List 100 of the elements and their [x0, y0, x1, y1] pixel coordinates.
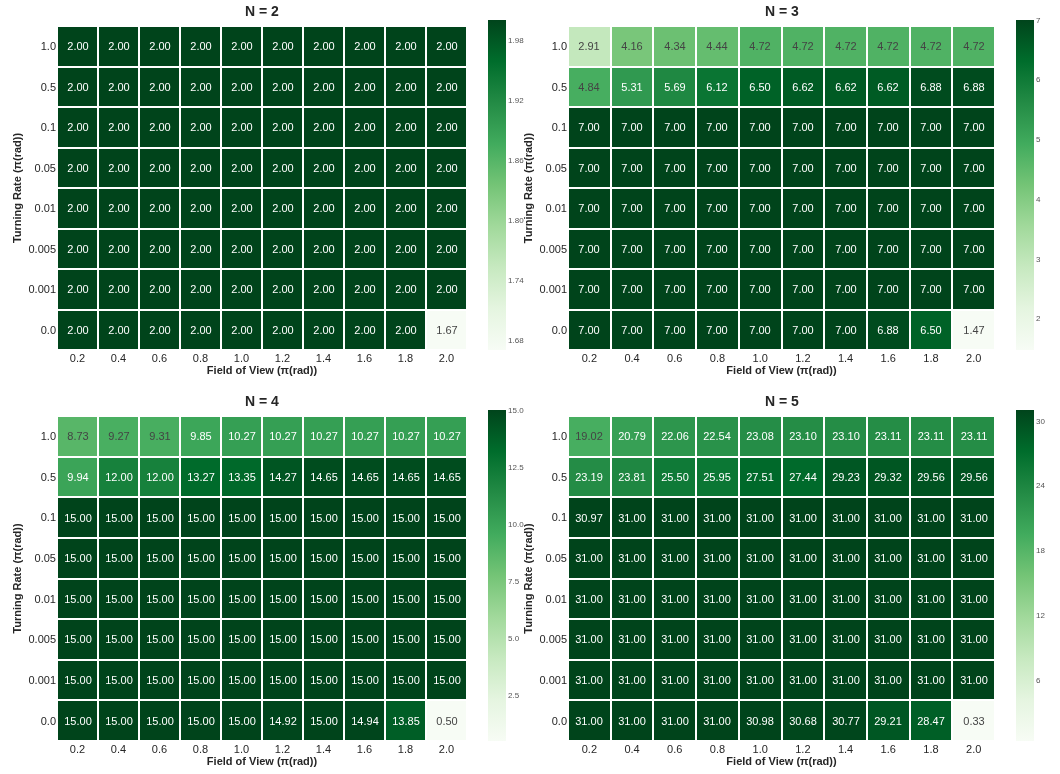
- data-label: 31.00: [618, 632, 646, 645]
- data-label: 5.31: [621, 80, 643, 93]
- data-label: 22.54: [703, 429, 731, 442]
- x-tick-label: 1.0: [752, 743, 768, 755]
- data-label: 10.27: [310, 429, 338, 442]
- data-label: 23.11: [960, 429, 988, 442]
- data-label: 31.00: [703, 673, 731, 686]
- data-label: 7.00: [877, 282, 899, 295]
- color-bar-label: 1.98: [508, 35, 525, 45]
- x-tick-label: 1.8: [923, 743, 939, 755]
- data-label: 7.00: [578, 161, 600, 174]
- color-bar-label: 5: [1036, 135, 1042, 145]
- data-label: 29.21: [874, 714, 902, 727]
- data-label: 2.00: [190, 39, 212, 52]
- data-label: 15.00: [351, 673, 379, 686]
- data-label: 31.00: [703, 551, 731, 564]
- data-label: 31.00: [746, 592, 774, 605]
- x-tick-label: 0.2: [69, 743, 86, 755]
- data-label: 30.98: [746, 714, 774, 727]
- data-label: 31.00: [917, 673, 945, 686]
- y-tick-label: 0.01: [34, 592, 56, 605]
- data-label: 31.00: [960, 632, 988, 645]
- data-label: 31.00: [661, 632, 689, 645]
- data-label: 2.00: [313, 161, 335, 174]
- color-bar-label: 12.5: [508, 462, 525, 472]
- data-label: 31.00: [874, 592, 902, 605]
- data-label: 6.62: [877, 80, 899, 93]
- data-label: 15.00: [146, 714, 174, 727]
- data-label: 4.16: [621, 39, 643, 52]
- data-label: 2.00: [149, 323, 171, 336]
- data-label: 7.00: [664, 201, 686, 214]
- data-label: 8.73: [67, 429, 89, 442]
- data-label: 30.97: [575, 511, 603, 524]
- data-label: 15.00: [269, 592, 297, 605]
- data-label: 31.00: [618, 551, 646, 564]
- data-label: 7.00: [835, 242, 857, 255]
- data-label: 31.00: [746, 551, 774, 564]
- chart-title: N = 2: [245, 3, 280, 19]
- data-label: 9.27: [108, 429, 130, 442]
- data-label: 2.00: [354, 242, 376, 255]
- y-tick-label: 0.5: [40, 80, 56, 93]
- data-label: 6.62: [792, 80, 814, 93]
- data-label: 15.00: [64, 592, 92, 605]
- data-label: 4.72: [749, 39, 771, 52]
- data-label: 2.00: [395, 282, 417, 295]
- data-label: 7.00: [835, 161, 857, 174]
- color-bar-label: 3: [1036, 254, 1042, 264]
- data-label: 31.00: [874, 632, 902, 645]
- data-label: 15.00: [392, 632, 420, 645]
- x-tick-label: 1.0: [233, 743, 250, 755]
- data-label: 15.00: [105, 632, 133, 645]
- data-label: 2.00: [354, 201, 376, 214]
- data-label: 31.00: [960, 673, 988, 686]
- data-label: 7.00: [792, 201, 814, 214]
- data-label: 23.19: [575, 470, 603, 483]
- data-label: 15.00: [392, 673, 420, 686]
- x-tick-label: 0.8: [709, 743, 726, 755]
- data-label: 7.00: [835, 201, 857, 214]
- data-label: 4.44: [706, 39, 728, 52]
- y-axis-title: Turning Rate (π(rad)): [11, 523, 24, 634]
- data-label: 2.00: [231, 282, 253, 295]
- data-label: 31.00: [575, 714, 603, 727]
- data-label: 7.00: [835, 120, 857, 133]
- data-label: 2.00: [149, 201, 171, 214]
- data-label: 31.00: [746, 511, 774, 524]
- data-label: 6.12: [706, 80, 728, 93]
- data-label: 7.00: [749, 242, 771, 255]
- y-tick-label: 0.1: [551, 121, 567, 134]
- data-label: 2.00: [190, 161, 212, 174]
- data-label: 7.00: [963, 282, 985, 295]
- data-label: 31.00: [575, 592, 603, 605]
- data-label: 2.00: [354, 323, 376, 336]
- data-label: 31.00: [789, 632, 817, 645]
- y-tick-label: 0.1: [40, 121, 56, 134]
- data-label: 4.84: [578, 80, 600, 93]
- data-label: 7.00: [877, 201, 899, 214]
- data-label: 2.00: [272, 201, 294, 214]
- data-label: 4.72: [835, 39, 857, 52]
- data-label: 2.00: [108, 282, 130, 295]
- data-label: 7.00: [706, 120, 728, 133]
- data-label: 31.00: [874, 673, 902, 686]
- data-label: 15.00: [269, 632, 297, 645]
- data-label: 7.00: [792, 120, 814, 133]
- x-tick-label: 0.8: [192, 743, 209, 755]
- data-label: 2.00: [231, 201, 253, 214]
- data-label: 31.00: [575, 551, 603, 564]
- data-label: 2.00: [272, 120, 294, 133]
- data-label: 2.00: [272, 39, 294, 52]
- data-label: 2.00: [67, 201, 89, 214]
- color-bar-label: 4: [1036, 194, 1042, 204]
- data-label: 31.00: [618, 714, 646, 727]
- data-label: 15.00: [146, 511, 174, 524]
- y-tick-label: 0.005: [539, 633, 567, 646]
- x-tick-label: 1.2: [274, 743, 291, 755]
- data-label: 2.00: [395, 242, 417, 255]
- data-label: 31.00: [661, 592, 689, 605]
- color-bar-label: 6: [1036, 675, 1042, 685]
- data-label: 2.00: [395, 39, 417, 52]
- data-label: 13.27: [187, 470, 215, 483]
- data-label: 6.88: [963, 80, 985, 93]
